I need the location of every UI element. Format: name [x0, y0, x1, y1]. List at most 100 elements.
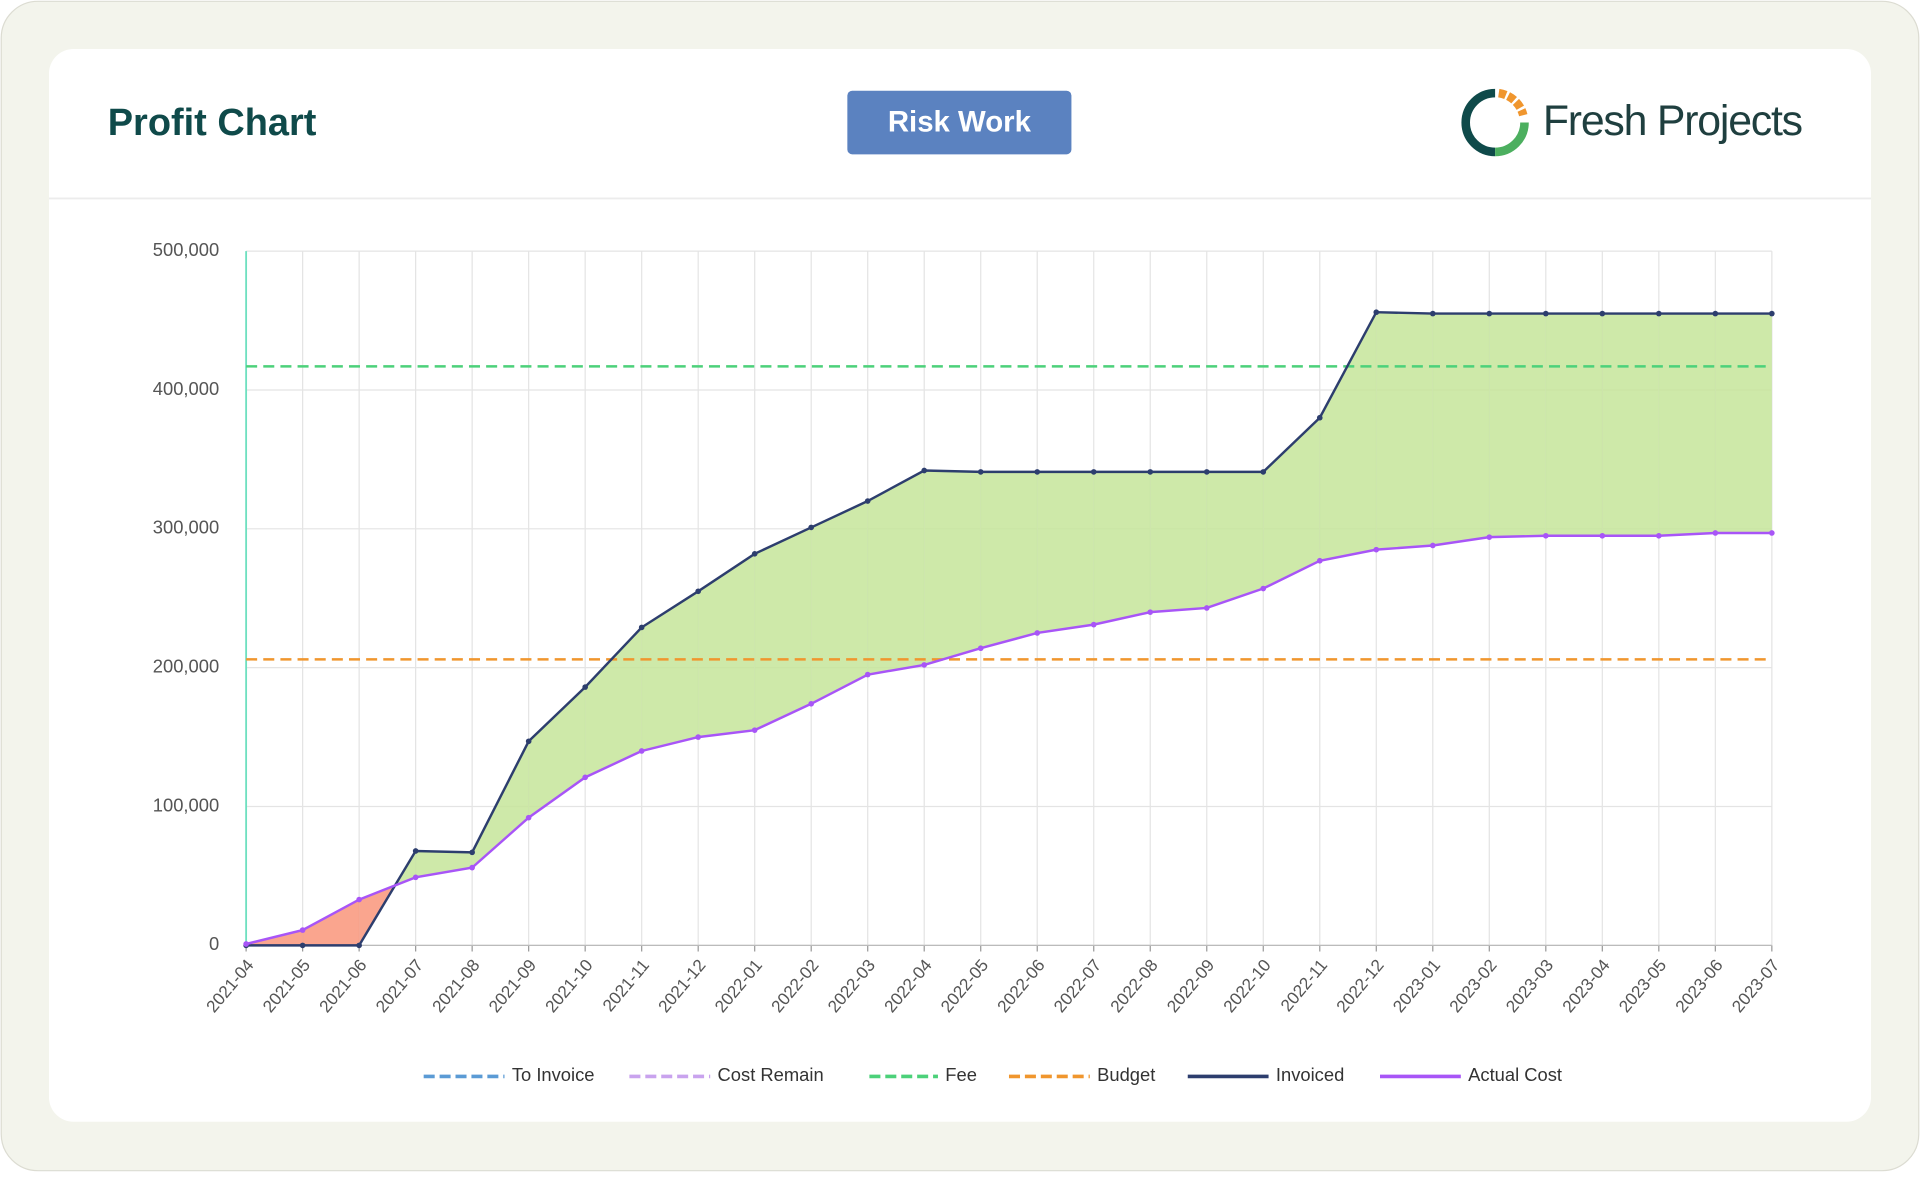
point — [582, 684, 588, 690]
logo-ring — [1461, 88, 1496, 157]
profit-area — [472, 741, 529, 868]
button-bg[interactable] — [847, 90, 1072, 155]
profit-area — [924, 470, 981, 665]
point — [921, 467, 928, 474]
profit-area — [980, 471, 1038, 649]
point — [356, 896, 362, 903]
point — [751, 550, 758, 557]
point — [1429, 542, 1436, 549]
profit-area — [1093, 471, 1151, 625]
profit-area — [811, 501, 868, 704]
point — [1599, 310, 1606, 317]
point — [1769, 530, 1775, 536]
point — [1486, 534, 1493, 540]
point — [299, 942, 306, 949]
profit-area — [754, 527, 812, 731]
point — [1147, 469, 1154, 475]
point — [638, 748, 645, 754]
profit-area — [1206, 471, 1264, 608]
point — [582, 774, 588, 781]
point — [1542, 310, 1549, 317]
point — [808, 700, 815, 707]
page-title: Profit Chart — [108, 102, 317, 144]
point — [1599, 532, 1606, 539]
profit-area — [1602, 313, 1659, 536]
y-tick-label: 500,000 — [153, 239, 219, 260]
legend-label: Actual Cost — [1468, 1064, 1562, 1085]
point — [864, 671, 871, 678]
profit-area — [1319, 312, 1377, 561]
y-tick-label: 200,000 — [153, 656, 219, 677]
button-label[interactable]: Risk Work — [888, 106, 1032, 139]
point — [1486, 310, 1493, 317]
profit-area — [698, 553, 755, 738]
profit-area — [415, 850, 473, 878]
profit-area — [1037, 471, 1094, 633]
profit-area — [528, 687, 586, 818]
point — [412, 874, 419, 881]
point — [695, 734, 702, 740]
profit-area — [1658, 313, 1716, 536]
profit-area — [302, 899, 360, 946]
point — [1090, 469, 1097, 475]
point — [469, 849, 475, 856]
point — [1373, 309, 1380, 316]
point — [751, 727, 758, 733]
point — [356, 942, 362, 949]
point — [1034, 469, 1041, 475]
profit-area — [1432, 313, 1490, 546]
point — [525, 738, 532, 745]
point — [1712, 530, 1719, 536]
profit-area — [1263, 417, 1320, 589]
point — [243, 941, 249, 947]
point — [1373, 546, 1380, 553]
profit-area — [1545, 313, 1603, 536]
point — [1203, 469, 1210, 475]
point — [1429, 310, 1436, 317]
profit-area — [1489, 313, 1546, 538]
legend-label: Fee — [945, 1064, 977, 1085]
y-tick-label: 0 — [209, 933, 219, 954]
profit-area — [1150, 471, 1207, 613]
point — [864, 498, 871, 504]
logo: Fresh Projects — [1461, 88, 1803, 157]
point — [469, 864, 475, 871]
point — [977, 645, 984, 652]
profit-area — [641, 591, 699, 751]
logo-ring — [1494, 122, 1529, 157]
legend-label: Budget — [1097, 1064, 1155, 1085]
point — [921, 662, 928, 668]
y-tick-label: 300,000 — [153, 517, 219, 538]
point — [1203, 605, 1210, 611]
point — [299, 927, 306, 933]
y-tick-label: 400,000 — [153, 378, 219, 399]
profit-area — [1715, 313, 1772, 533]
point — [1316, 414, 1323, 421]
point — [525, 814, 532, 821]
point — [808, 524, 815, 531]
point — [1542, 532, 1549, 539]
point — [1260, 585, 1267, 592]
profit-area — [1376, 312, 1433, 550]
point — [977, 469, 984, 475]
profit-area — [585, 627, 642, 778]
point — [1316, 557, 1323, 564]
profit-area — [867, 470, 925, 675]
logo-ring — [1497, 88, 1528, 117]
point — [1769, 310, 1775, 317]
point — [1090, 621, 1097, 628]
legend-label: Invoiced — [1276, 1064, 1344, 1085]
y-tick-label: 100,000 — [153, 794, 219, 815]
point — [412, 848, 419, 854]
logo-text: Fresh Projects — [1543, 97, 1802, 145]
point — [1260, 469, 1267, 475]
point — [1712, 310, 1719, 317]
series-line — [246, 310, 1772, 947]
point — [1656, 310, 1662, 317]
point — [695, 588, 702, 595]
legend-label: To Invoice — [512, 1064, 595, 1085]
point — [1147, 609, 1154, 615]
risk-work-button[interactable]: Risk Work — [847, 90, 1072, 155]
